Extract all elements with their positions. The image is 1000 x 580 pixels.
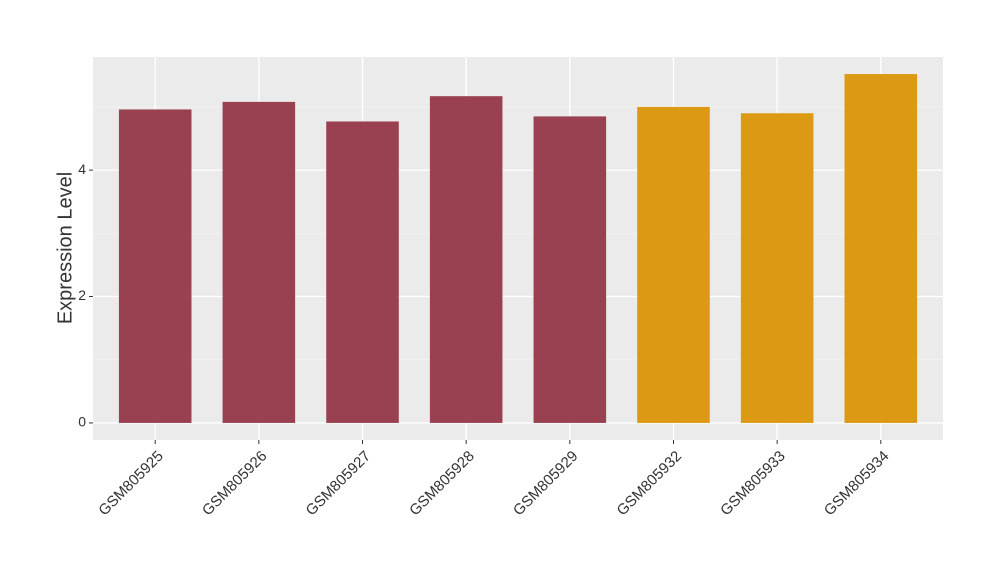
panel-background (93, 57, 943, 440)
y-tick-label: 0 (78, 414, 86, 430)
x-tick-label: GSM805928 (406, 448, 478, 520)
bar (118, 109, 192, 423)
bar (222, 101, 296, 423)
bar (326, 121, 399, 423)
bar (844, 74, 918, 423)
bar (740, 113, 814, 423)
x-tick-label: GSM805934 (821, 448, 893, 520)
bar (533, 116, 607, 423)
bar (637, 106, 710, 423)
y-tick-label: 4 (78, 161, 86, 177)
y-axis-title: Expression Level (54, 172, 76, 324)
x-tick-label: GSM805925 (95, 448, 167, 520)
x-tick-label: GSM805926 (199, 448, 271, 520)
x-tick-label: GSM805927 (303, 448, 375, 520)
bar (429, 96, 503, 423)
x-tick-label: GSM805932 (614, 448, 686, 520)
x-tick-label: GSM805929 (510, 448, 582, 520)
y-tick-label: 2 (78, 287, 86, 303)
x-tick-label: GSM805933 (717, 448, 789, 520)
